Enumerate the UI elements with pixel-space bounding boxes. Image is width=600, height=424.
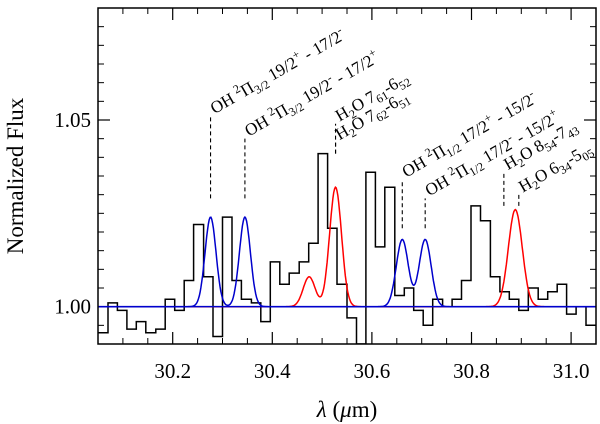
x-tick-label: 30.8: [453, 359, 490, 383]
x-axis-title: λ (μm): [316, 397, 378, 422]
y-axis-title: Normalized Flux: [3, 97, 28, 254]
y-tick-label: 1.05: [54, 108, 91, 132]
x-tick-label: 31.0: [553, 359, 590, 383]
plot-frame: [97, 7, 597, 345]
x-tick-label: 30.4: [254, 359, 291, 383]
plot-layer: [98, 152, 596, 344]
observed-spectrum-line: [98, 152, 596, 344]
axes-layer: 30.2 30.4 30.6 30.8 31.0 1.00 1.05: [54, 7, 597, 383]
h2o-model-line: [98, 185, 596, 308]
annotation-layer: OH 2Π3/2 19/2+ - 17/2-OH 2Π3/2 19/2- - 1…: [207, 23, 597, 229]
x-tick-label: 30.6: [354, 359, 391, 383]
x-tick-label: 30.2: [154, 359, 191, 383]
y-tick-label: 1.00: [54, 295, 91, 319]
